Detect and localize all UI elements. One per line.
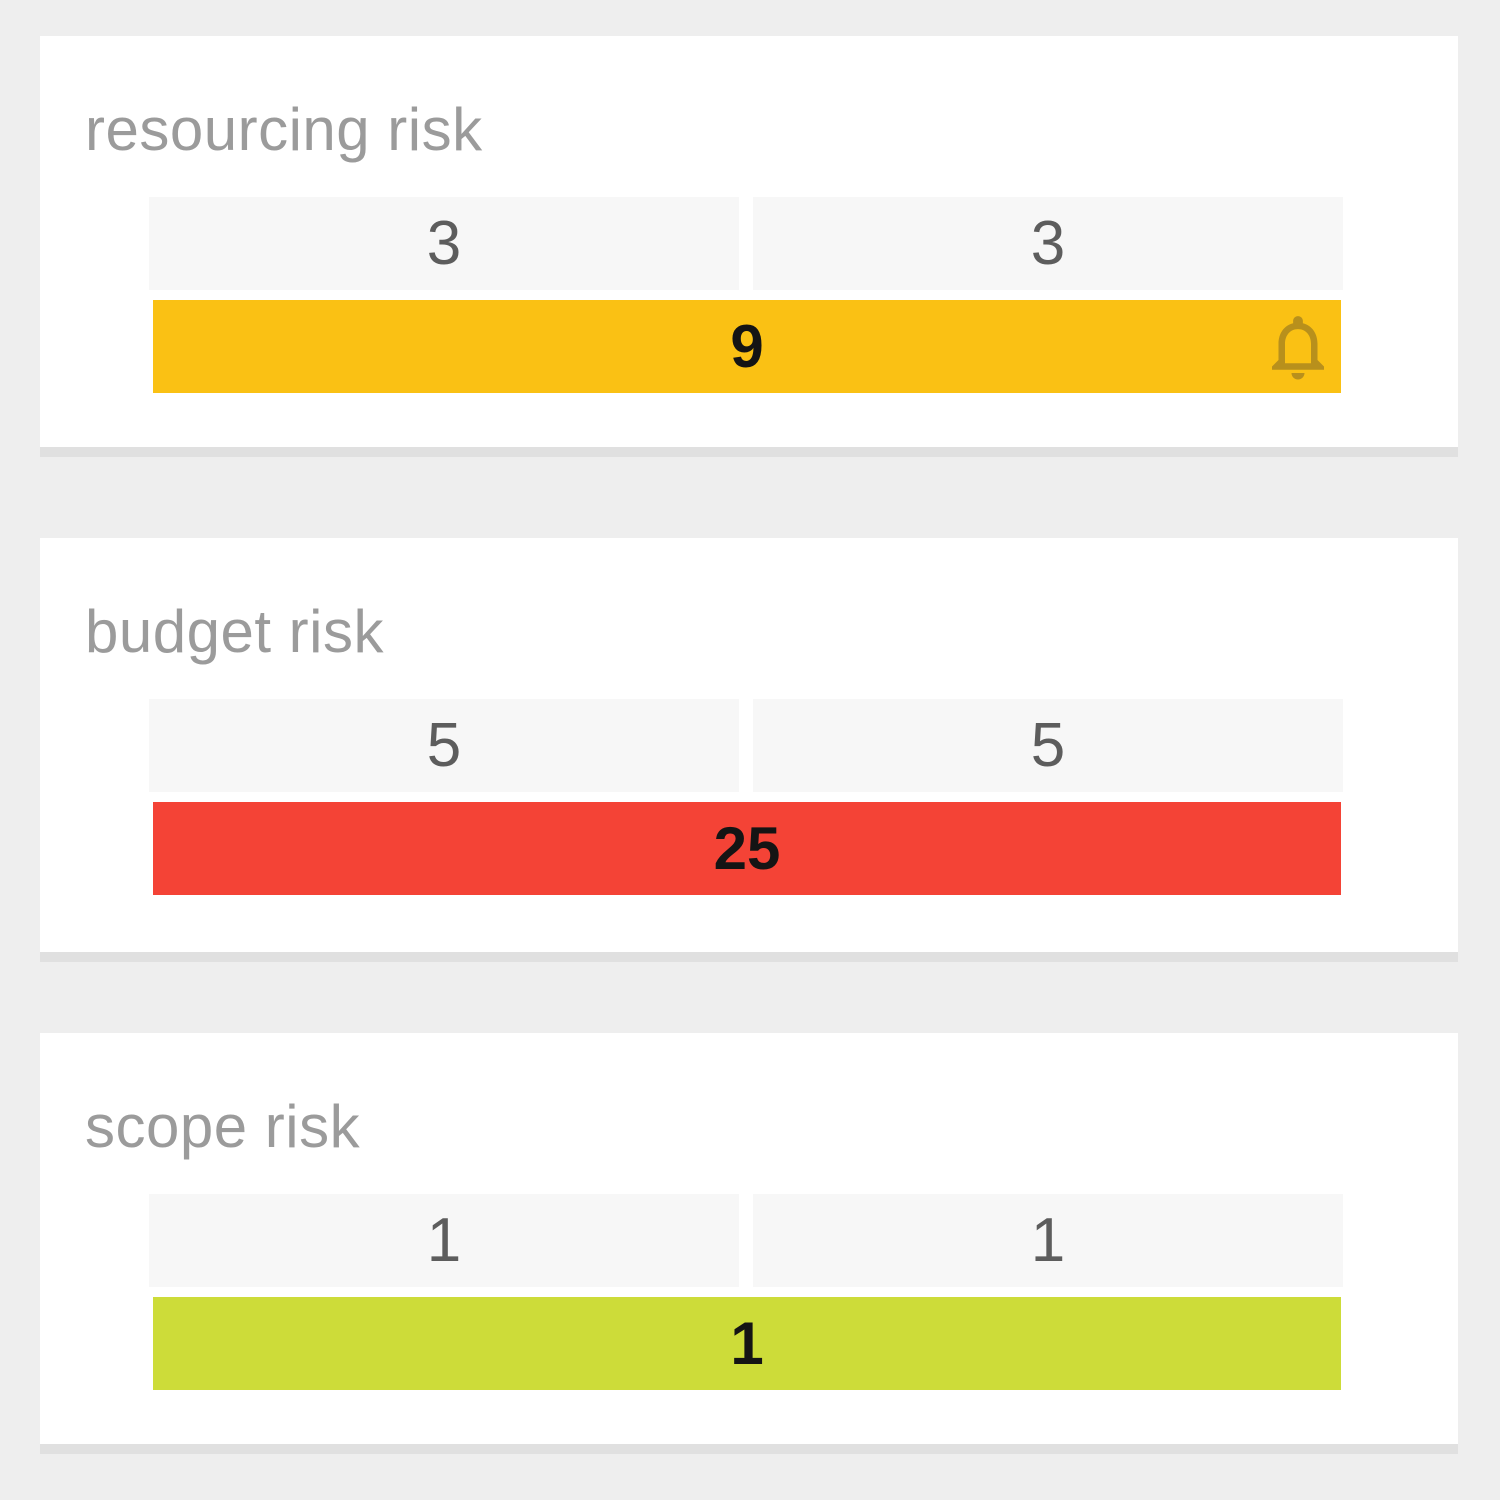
right-metric-value: 3 [1030, 209, 1066, 278]
metric-box-row: 3 3 [149, 197, 1343, 290]
risk-score-bar: 25 [153, 802, 1341, 895]
risk-score-value: 25 [713, 815, 781, 882]
left-metric-value: 5 [426, 711, 462, 780]
scope-risk-card: scope risk 1 1 1 [40, 1033, 1458, 1444]
left-metric-value: 1 [426, 1206, 462, 1275]
metric-box-row: 1 1 [149, 1194, 1343, 1287]
right-metric-value: 5 [1030, 711, 1066, 780]
risk-score-value: 9 [730, 313, 764, 380]
risk-score-bar: 9 [153, 300, 1341, 393]
resourcing-risk-card: resourcing risk 3 3 9 [40, 36, 1458, 447]
right-metric-box: 1 [753, 1194, 1343, 1287]
card-title: resourcing risk [85, 96, 483, 163]
right-metric-box: 5 [753, 699, 1343, 792]
right-metric-value: 1 [1030, 1206, 1066, 1275]
left-metric-value: 3 [426, 209, 462, 278]
metric-box-row: 5 5 [149, 699, 1343, 792]
budget-risk-card: budget risk 5 5 25 [40, 538, 1458, 952]
risk-score-value: 1 [730, 1310, 764, 1377]
right-metric-box: 3 [753, 197, 1343, 290]
left-metric-box: 1 [149, 1194, 739, 1287]
bell-icon [1259, 308, 1337, 386]
left-metric-box: 5 [149, 699, 739, 792]
left-metric-box: 3 [149, 197, 739, 290]
card-title: scope risk [85, 1093, 361, 1160]
risk-score-bar: 1 [153, 1297, 1341, 1390]
card-title: budget risk [85, 598, 384, 665]
